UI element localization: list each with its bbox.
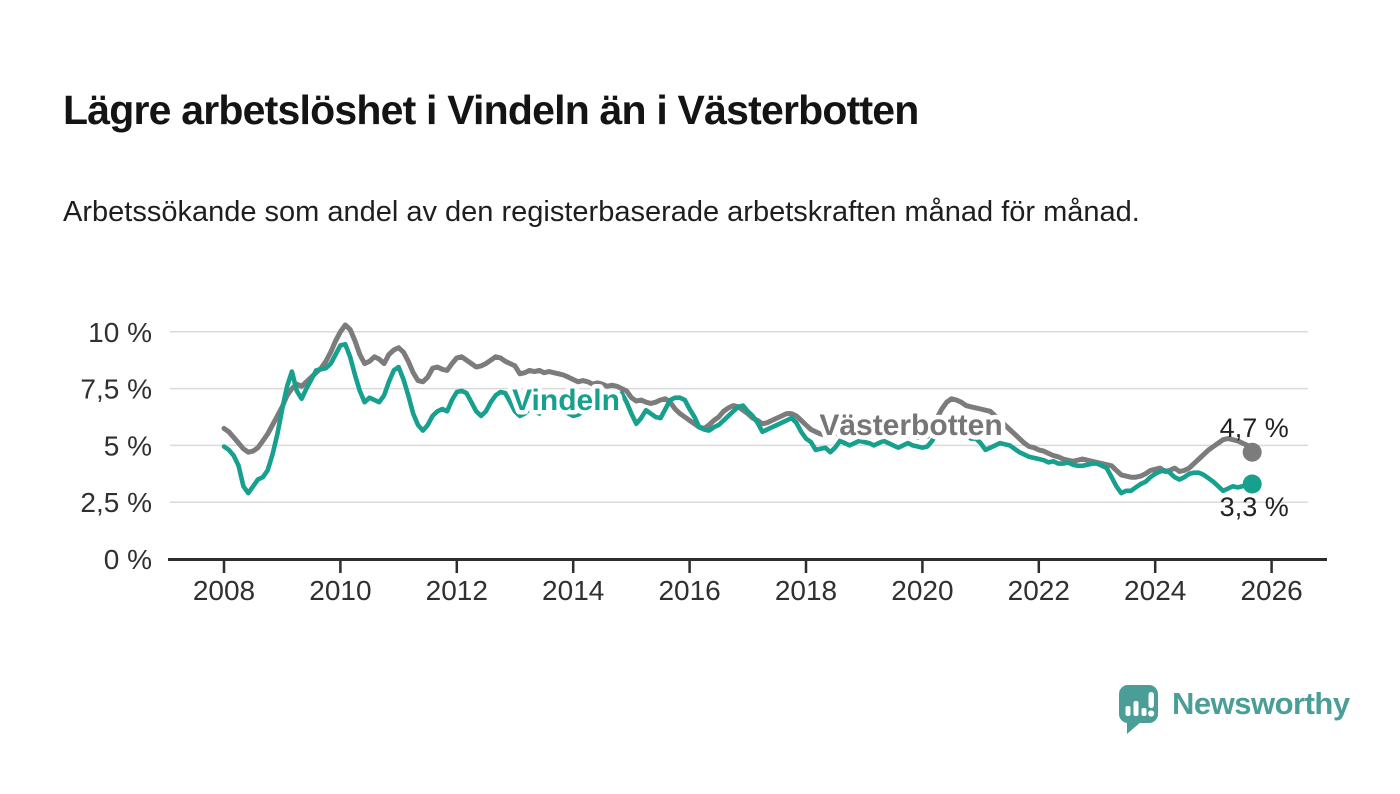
x-tick-label: 2022	[1008, 575, 1070, 606]
series-end-value-vindeln: 3,3 %	[1220, 492, 1289, 522]
series-end-value-vasterbotten: 4,7 %	[1220, 413, 1289, 443]
series-label-vasterbotten: Västerbotten	[819, 409, 1002, 442]
x-tick-label: 2024	[1124, 575, 1186, 606]
newsworthy-wordmark: Newsworthy	[1172, 686, 1350, 721]
x-axis	[168, 558, 1327, 573]
x-tick-label: 2010	[309, 575, 371, 606]
x-tick-label: 2012	[426, 575, 488, 606]
newsworthy-logo-icon	[1119, 685, 1158, 734]
series-line-vindeln	[221, 342, 1255, 496]
chart-subtitle: Arbetssökande som andel av den registerb…	[63, 196, 1140, 228]
y-tick-label: 2,5 %	[80, 487, 152, 518]
y-tick-label: 0 %	[104, 544, 152, 575]
series-lines	[221, 322, 1255, 496]
x-tick-label: 2026	[1240, 575, 1302, 606]
y-tick-label: 7,5 %	[80, 374, 152, 405]
series-label-vindeln: Vindeln	[512, 384, 620, 417]
x-tick-label: 2016	[658, 575, 720, 606]
y-tick-label: 10 %	[88, 317, 152, 348]
series-inline-labels: Västerbotten Vindeln	[508, 380, 1008, 447]
x-tick-label: 2018	[775, 575, 837, 606]
series-end-dot-vindeln	[1242, 474, 1262, 494]
x-tick-label: 2014	[542, 575, 604, 606]
x-tick-label: 2020	[891, 575, 953, 606]
newsworthy-logo: Newsworthy	[1117, 683, 1350, 735]
series-end-dot-vasterbotten	[1242, 442, 1262, 462]
x-axis-labels: 2008 2010 2012 2014 2016 2018 2020 2022 2024 2026	[193, 575, 1303, 606]
x-tick-label: 2008	[193, 575, 255, 606]
y-axis-labels: 0 % 2,5 % 5 % 7,5 % 10 %	[80, 317, 152, 575]
series-end-markers: 4,7 % 3,3 %	[1220, 413, 1289, 522]
page-title: Lägre arbetslöshet i Vindeln än i Väster…	[63, 87, 919, 134]
y-tick-label: 5 %	[104, 430, 152, 461]
